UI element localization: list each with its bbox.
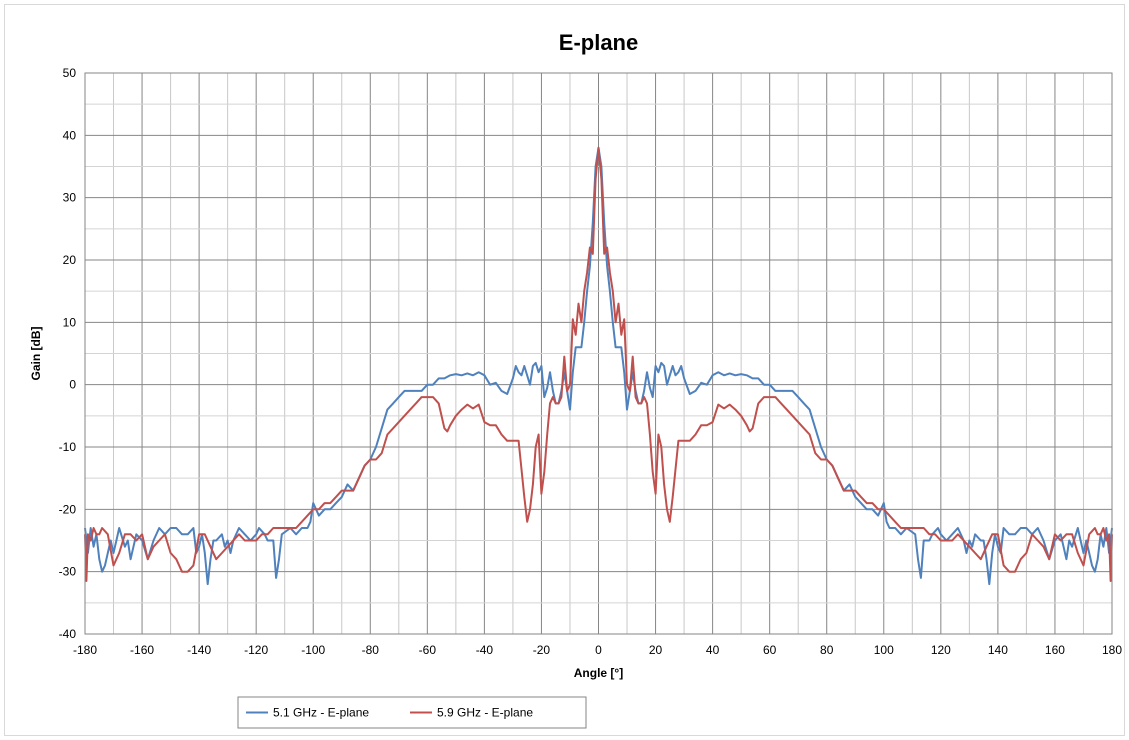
y-tick-label: 50: [63, 66, 77, 80]
x-axis-title: Angle [°]: [574, 666, 623, 680]
x-tick-label: 20: [649, 643, 663, 657]
y-tick-label: 20: [63, 253, 77, 267]
legend-label-2: 5.9 GHz - E-plane: [437, 706, 533, 720]
x-tick-label: -140: [187, 643, 211, 657]
x-tick-label: -160: [130, 643, 154, 657]
y-axis-title: Gain [dB]: [29, 327, 43, 381]
chart-title: E-plane: [559, 30, 638, 55]
x-tick-label: -20: [533, 643, 551, 657]
legend-label-1: 5.1 GHz - E-plane: [273, 706, 369, 720]
x-tick-label: -40: [476, 643, 494, 657]
x-tick-label: 60: [763, 643, 777, 657]
x-tick-label: 100: [874, 643, 894, 657]
x-tick-label: 160: [1045, 643, 1065, 657]
series-lines: [84, 146, 1113, 586]
x-tick-label: -180: [73, 643, 97, 657]
y-tick-label: -10: [59, 440, 77, 454]
y-tick-label: -30: [59, 565, 77, 579]
series-line-2: [84, 146, 1113, 582]
tick-labels: -180 -160 -140 -120 -100 -80 -60 -40 -20 0 20 40 60 8…: [59, 66, 1123, 657]
x-tick-label: 0: [595, 643, 602, 657]
y-tick-label: 40: [63, 128, 77, 142]
x-tick-label: -100: [301, 643, 325, 657]
y-tick-label: 0: [69, 378, 76, 392]
y-tick-label: 10: [63, 315, 77, 329]
x-tick-label: 140: [988, 643, 1008, 657]
y-tick-label: -40: [59, 627, 77, 641]
x-tick-label: -60: [419, 643, 437, 657]
x-tick-label: -120: [244, 643, 268, 657]
plot-border: [84, 72, 1113, 635]
x-tick-label: 120: [931, 643, 951, 657]
legend: 5.1 GHz - E-plane 5.9 GHz - E-plane: [237, 696, 587, 729]
y-tick-label: 30: [63, 191, 77, 205]
y-tick-label: -20: [59, 502, 77, 516]
x-tick-label: -80: [362, 643, 380, 657]
x-tick-label: 180: [1102, 643, 1122, 657]
x-tick-label: 40: [706, 643, 720, 657]
x-tick-label: 80: [820, 643, 834, 657]
